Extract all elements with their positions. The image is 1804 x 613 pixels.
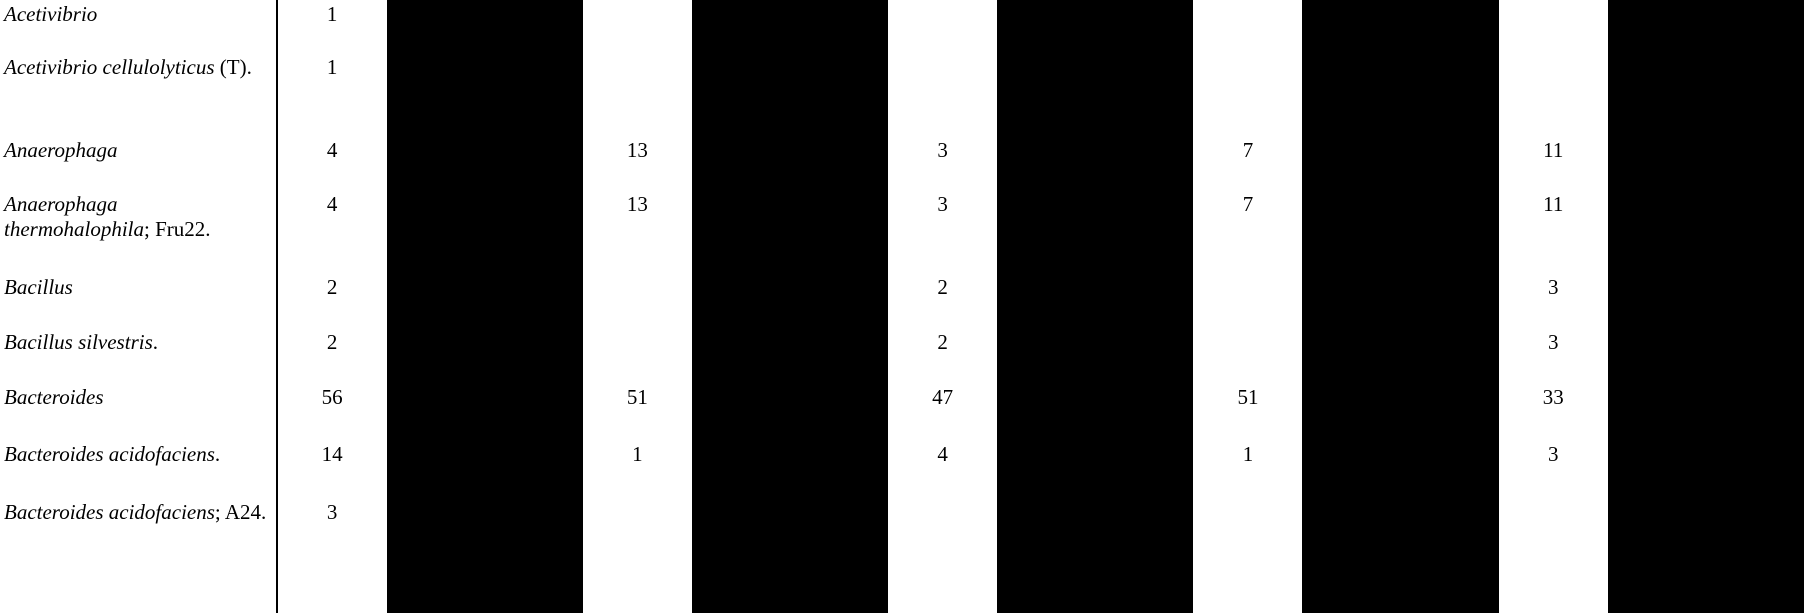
taxon-name: Anaerophaga thermohalophila (4, 192, 144, 241)
taxon-name: Bacteroides acidofaciens (4, 500, 215, 524)
data-column-5: 111133333 (1499, 0, 1608, 613)
table-cell: 3 (1499, 442, 1608, 467)
table-cell: 13 (583, 192, 692, 217)
table-cell: 1 (278, 55, 387, 80)
black-column-1 (387, 0, 583, 613)
table-cell: 4 (888, 442, 997, 467)
black-column-2 (692, 0, 888, 613)
data-column-4: 7 7 51 1 (1193, 0, 1302, 613)
row-label: Anaerophaga thermohalophila; Fru22. (0, 192, 276, 242)
data-column-1: 11442256143 (278, 0, 387, 613)
taxon-name: Bacteroides acidofaciens (4, 442, 215, 466)
table-cell: 51 (1193, 385, 1302, 410)
data-table: Acetivibrio Acetivibrio cellulolyticus (T… (0, 0, 1804, 613)
table-cell: 2 (888, 275, 997, 300)
black-column-5 (1608, 0, 1804, 613)
taxon-suffix: (T). (215, 55, 252, 79)
data-column-2: 13 13 51 1 (583, 0, 692, 613)
taxon-name: Acetivibrio (4, 2, 97, 26)
table-cell: 1 (583, 442, 692, 467)
table-cell: 3 (278, 500, 387, 525)
row-label: Bacillus (0, 275, 276, 300)
table-cell: 3 (888, 192, 997, 217)
table-cell: 3 (1499, 275, 1608, 300)
table-cell: 3 (1499, 330, 1608, 355)
table-cell: 13 (583, 138, 692, 163)
row-label: Acetivibrio cellulolyticus (T). (0, 55, 276, 80)
row-label: Bacteroides (0, 385, 276, 410)
table-cell: 4 (278, 192, 387, 217)
table-cell: 56 (278, 385, 387, 410)
taxon-suffix: . (215, 442, 220, 466)
row-label: Acetivibrio (0, 2, 276, 27)
table-cell: 7 (1193, 192, 1302, 217)
table-cell: 4 (278, 138, 387, 163)
row-label: Bacteroides acidofaciens; A24. (0, 500, 276, 525)
black-column-4 (1302, 0, 1498, 613)
table-cell: 2 (278, 330, 387, 355)
table-cell: 33 (1499, 385, 1608, 410)
taxon-suffix: ; Fru22. (144, 217, 211, 241)
row-label: Bacteroides acidofaciens. (0, 442, 276, 467)
table-cell: 7 (1193, 138, 1302, 163)
taxon-name: Acetivibrio cellulolyticus (4, 55, 215, 79)
taxon-suffix: ; A24. (215, 500, 266, 524)
taxon-name: Bacteroides (4, 385, 104, 409)
row-label: Anaerophaga (0, 138, 276, 163)
table-cell: 14 (278, 442, 387, 467)
taxon-name: Bacillus silvestris (4, 330, 153, 354)
table-cell: 1 (1193, 442, 1302, 467)
table-cell: 47 (888, 385, 997, 410)
taxon-name: Bacillus (4, 275, 73, 299)
table-cell: 2 (278, 275, 387, 300)
table-cell: 51 (583, 385, 692, 410)
taxon-suffix: . (153, 330, 158, 354)
taxon-name: Anaerophaga (4, 138, 118, 162)
black-column-3 (997, 0, 1193, 613)
table-cell: 2 (888, 330, 997, 355)
label-column: Acetivibrio Acetivibrio cellulolyticus (T… (0, 0, 278, 613)
row-label: Bacillus silvestris. (0, 330, 276, 355)
table-cell: 1 (278, 2, 387, 27)
table-cell: 3 (888, 138, 997, 163)
table-cell: 11 (1499, 138, 1608, 163)
table-cell: 11 (1499, 192, 1608, 217)
data-column-3: 3 3 2 2 47 4 (888, 0, 997, 613)
